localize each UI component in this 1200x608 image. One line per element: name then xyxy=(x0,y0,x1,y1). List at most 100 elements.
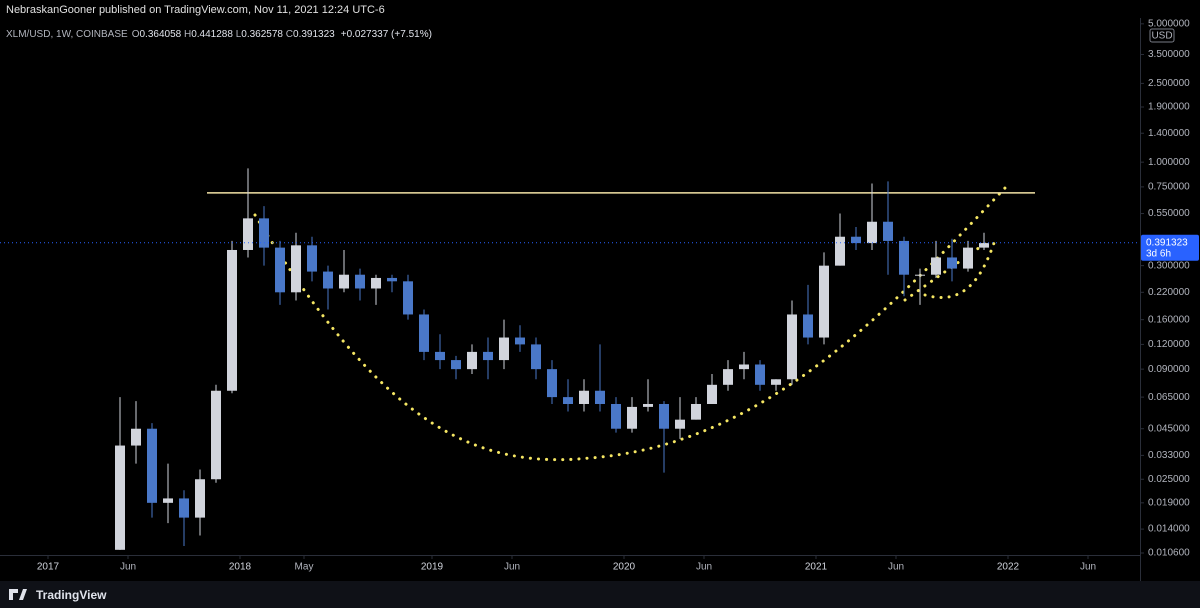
y-tick-label: 0.065000 xyxy=(1148,392,1190,403)
candle-body xyxy=(627,406,637,429)
currency: USD xyxy=(1151,31,1172,42)
candle-body xyxy=(851,236,861,244)
countdown: 3d 6h xyxy=(1146,248,1171,259)
candle-body xyxy=(611,403,621,429)
handle-pattern-drawing xyxy=(903,238,997,302)
ohlc-value: 0.391323 xyxy=(293,29,335,40)
candle-body xyxy=(355,274,365,289)
y-tick-label: 0.090000 xyxy=(1148,364,1190,375)
y-tick-label: 3.500000 xyxy=(1148,49,1190,60)
candle-body xyxy=(899,240,909,275)
candle-body xyxy=(531,344,541,370)
candle-body xyxy=(739,364,749,370)
background xyxy=(0,0,1200,581)
y-tick-label: 0.019000 xyxy=(1148,497,1190,508)
candle-body xyxy=(547,369,557,398)
ohlc: O0.364058 H0.441288 L0.362578 C0.391323 xyxy=(132,29,335,40)
y-tick-label: 1.900000 xyxy=(1148,102,1190,113)
logo xyxy=(9,589,27,600)
candle-body xyxy=(915,274,925,276)
candle-body xyxy=(307,245,317,272)
ohlc-value: 0.441288 xyxy=(191,29,233,40)
ohlc-key: O xyxy=(131,29,140,40)
x-tick-label: 2021 xyxy=(805,562,828,573)
y-tick-label: 1.400000 xyxy=(1148,128,1190,139)
candle-body xyxy=(387,277,397,282)
candle-body xyxy=(691,403,701,420)
publisher-line: NebraskanGooner published on TradingView… xyxy=(6,4,385,16)
candle-body xyxy=(419,314,429,352)
candle-body xyxy=(707,384,717,404)
x-tick-label: Jun xyxy=(696,562,712,573)
candle-body xyxy=(499,337,509,361)
candle-body xyxy=(403,281,413,315)
candle-body xyxy=(451,360,461,370)
symbol: XLM/USD, 1W, COINBASE xyxy=(6,29,128,40)
candle-body xyxy=(595,390,605,404)
ohlc-value: 0.362578 xyxy=(241,29,283,40)
candle-body xyxy=(259,218,269,248)
candle-body xyxy=(147,428,157,503)
candle-body xyxy=(755,364,765,385)
y-tick-label: 0.010600 xyxy=(1148,548,1190,559)
y-tick-label: 0.033000 xyxy=(1148,450,1190,461)
candle-body xyxy=(675,419,685,429)
candle-body xyxy=(179,498,189,518)
candle-body xyxy=(195,479,205,518)
candle-body xyxy=(563,397,573,404)
candle-body xyxy=(163,498,173,503)
candle-body xyxy=(723,369,733,385)
y-tick-label: 0.300000 xyxy=(1148,260,1190,271)
candle-body xyxy=(803,314,813,338)
brand: TradingView xyxy=(36,588,107,602)
x-tick-label: Jun xyxy=(504,562,520,573)
y-tick-label: 0.014000 xyxy=(1148,524,1190,535)
y-tick-label: 2.500000 xyxy=(1148,78,1190,89)
candle-body xyxy=(339,274,349,289)
candle-body xyxy=(371,277,381,289)
ohlc-key: L xyxy=(235,29,242,40)
chart: 5.000000 3.500000 2.500000 1.900000 1.400000… xyxy=(0,0,1200,581)
x-tick-label: 2020 xyxy=(613,562,636,573)
last-price-label: 0.391323 xyxy=(1146,237,1188,248)
candle-body xyxy=(963,247,973,269)
y-tick-label: 0.550000 xyxy=(1148,208,1190,219)
candle-body xyxy=(659,403,669,429)
x-tick-label: 2019 xyxy=(421,562,444,573)
change: +0.027337 (+7.51%) xyxy=(340,29,432,40)
candle-body xyxy=(435,351,445,361)
candle-body xyxy=(931,257,941,275)
candle-body xyxy=(115,445,125,550)
candle-body xyxy=(243,218,253,250)
y-tick-label: 0.220000 xyxy=(1148,287,1190,298)
candle-body xyxy=(211,390,221,480)
candle-body xyxy=(787,314,797,380)
candle-body xyxy=(483,351,493,361)
y-tick-label: 0.120000 xyxy=(1148,339,1190,350)
candle-body xyxy=(883,221,893,241)
currency-box xyxy=(1149,28,1175,43)
candle-body xyxy=(771,379,781,385)
candle-body xyxy=(979,243,989,248)
y-tick-label: 0.025000 xyxy=(1148,474,1190,485)
candle-body xyxy=(835,236,845,266)
symbol-legend: XLM/USD, 1W, COINBASE O0.364058 H0.44128… xyxy=(6,29,432,40)
y-tick-label: 0.045000 xyxy=(1148,423,1190,434)
x-tick-label: Jun xyxy=(1080,562,1096,573)
last-price-box xyxy=(1141,234,1199,261)
x-tick-label: Jun xyxy=(888,562,904,573)
candle-body xyxy=(867,221,877,244)
candle-body xyxy=(275,247,285,293)
candle-body xyxy=(131,428,141,446)
candle-body xyxy=(579,390,589,404)
y-tick-label: 0.160000 xyxy=(1148,314,1190,325)
candle-body xyxy=(227,249,237,391)
ohlc-value: 0.364058 xyxy=(139,29,182,40)
y-tick-label: 5.000000 xyxy=(1148,18,1190,29)
footer: TradingView xyxy=(0,581,1200,608)
candle-body xyxy=(819,265,829,338)
x-tick-label: 2017 xyxy=(37,562,60,573)
candle-body xyxy=(947,257,957,269)
x-tick-label: May xyxy=(295,562,314,573)
